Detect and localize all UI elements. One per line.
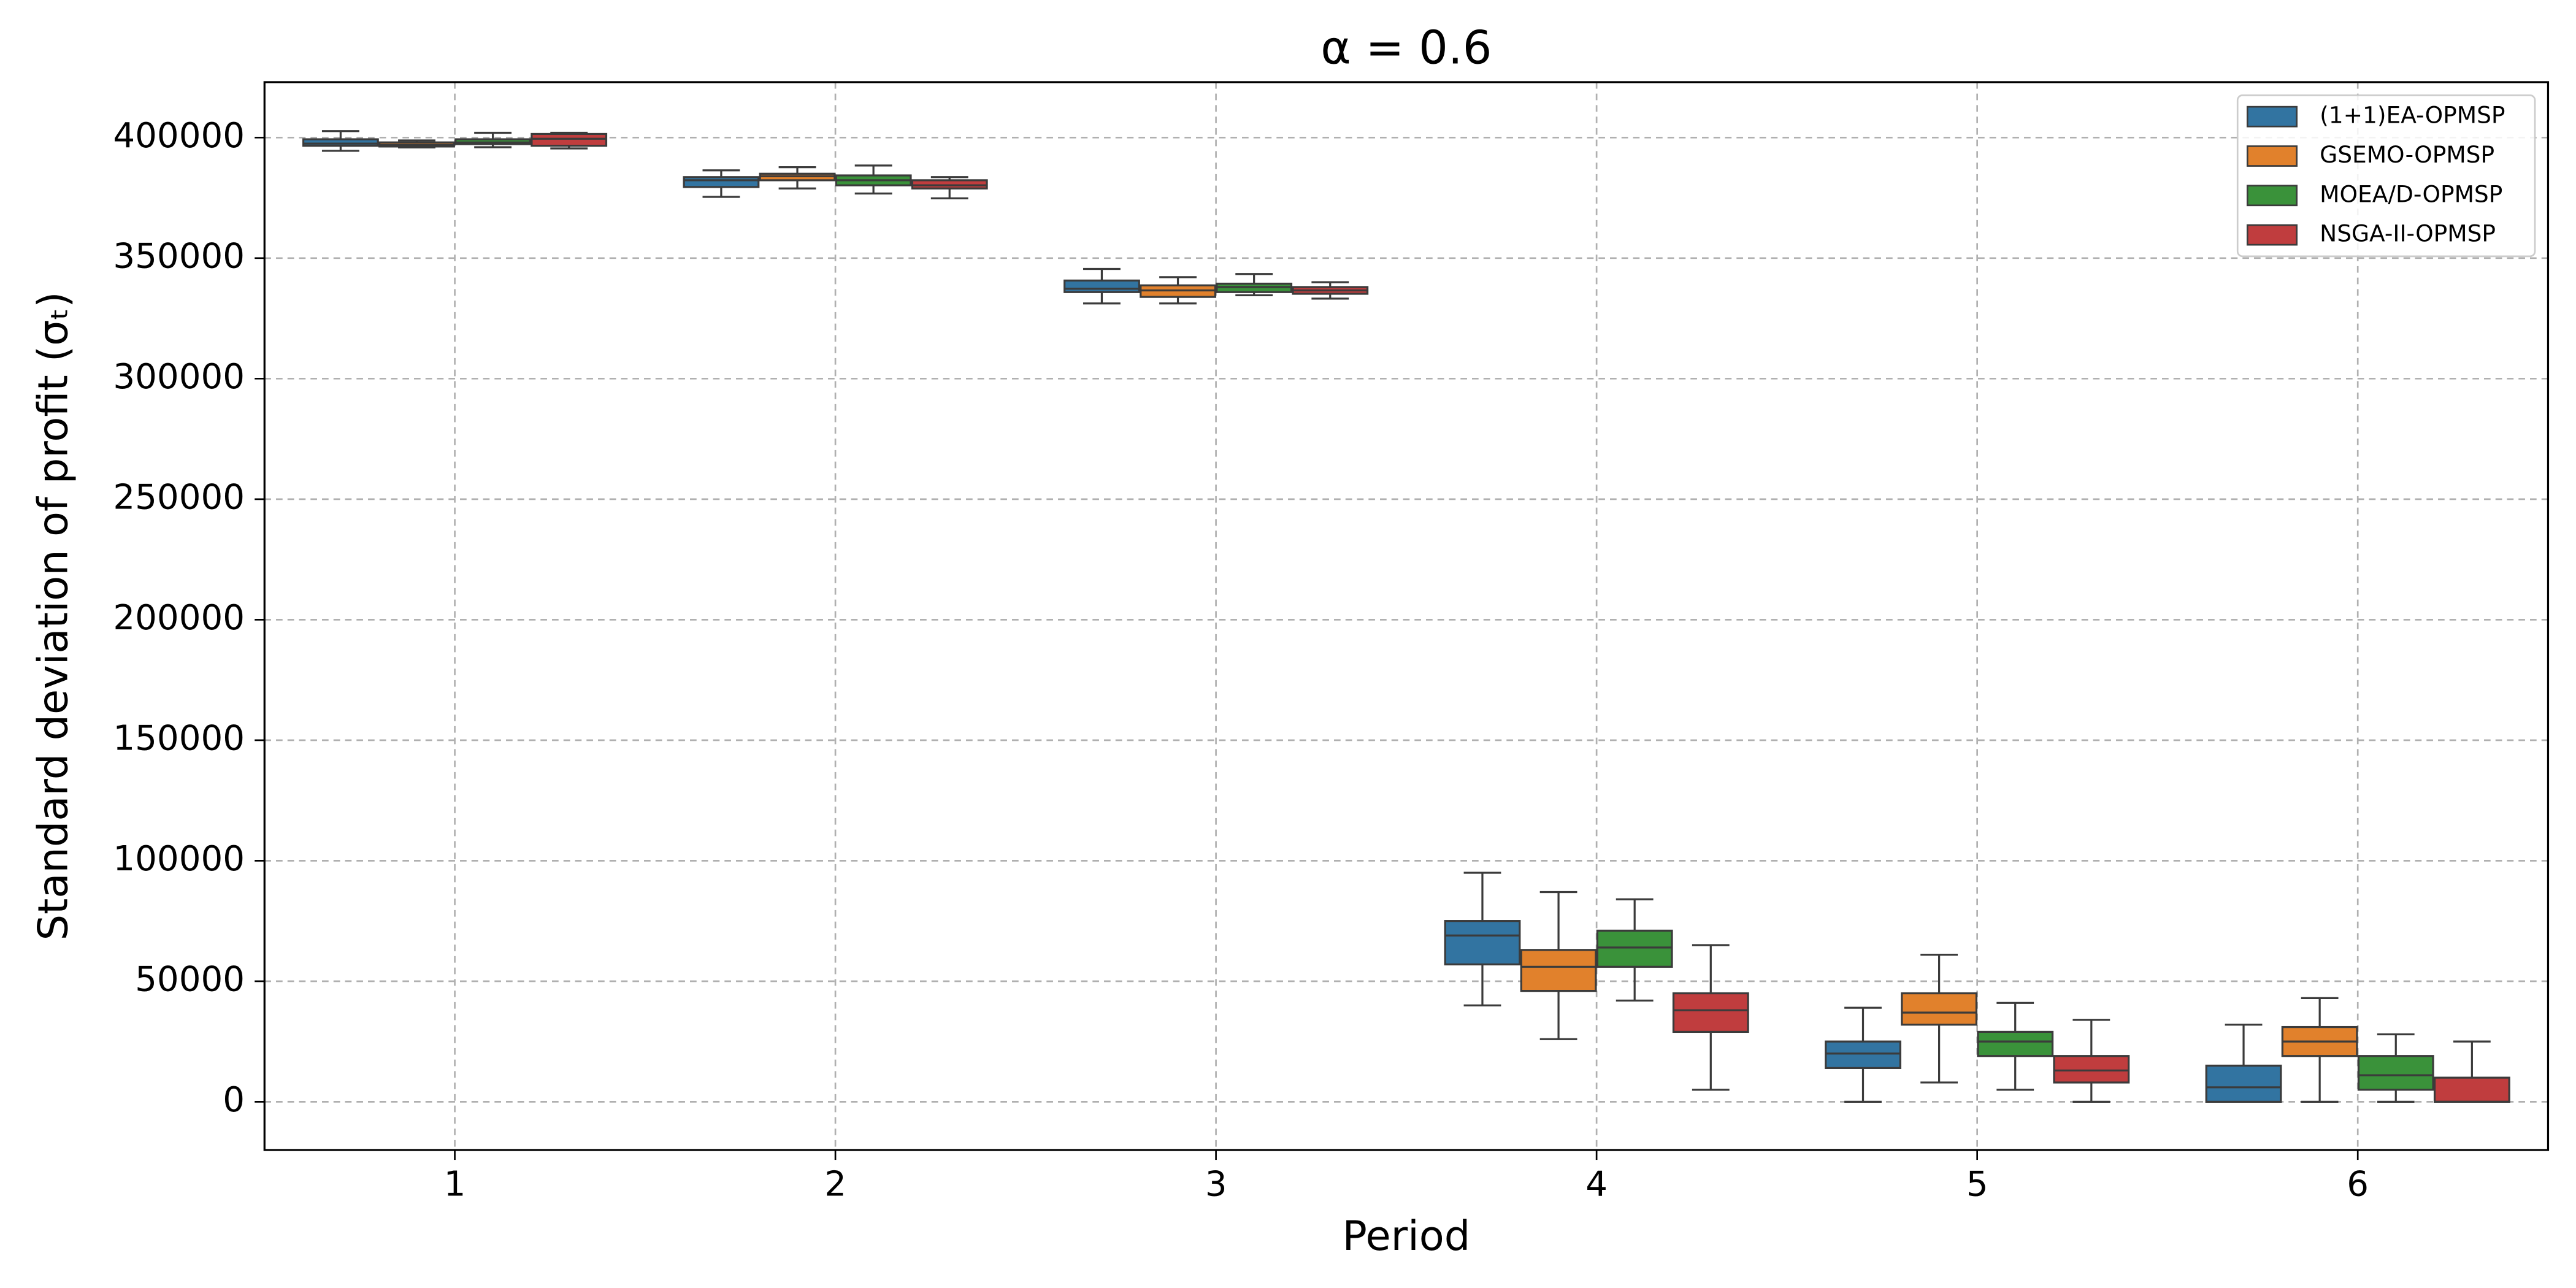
y-tick-label: 100000 xyxy=(113,839,245,879)
legend-label: NSGA-II-OPMSP xyxy=(2320,220,2496,247)
box xyxy=(302,138,379,147)
box xyxy=(1444,920,1521,965)
legend-frame xyxy=(2236,94,2536,258)
y-tick-label: 300000 xyxy=(113,357,245,397)
box xyxy=(2053,1055,2130,1084)
x-tick-label: 4 xyxy=(1585,1165,1608,1205)
box xyxy=(1596,929,1673,968)
box xyxy=(1064,279,1140,293)
box xyxy=(2357,1055,2434,1091)
y-tick-label: 0 xyxy=(223,1080,245,1120)
legend-swatch xyxy=(2246,185,2298,207)
legend-swatch xyxy=(2246,224,2298,246)
legend-swatch xyxy=(2246,105,2298,128)
box xyxy=(2205,1064,2282,1103)
legend-label: GSEMO-OPMSP xyxy=(2320,141,2494,168)
box xyxy=(1672,992,1749,1033)
plot-frame xyxy=(263,81,2550,1151)
y-tick-label: 50000 xyxy=(135,960,245,1000)
box xyxy=(1977,1030,2054,1057)
y-tick-label: 350000 xyxy=(113,236,245,276)
box xyxy=(1825,1040,1901,1069)
x-axis-label: Period xyxy=(1342,1212,1470,1260)
y-tick-label: 150000 xyxy=(113,718,245,758)
legend-label: (1+1)EA-OPMSP xyxy=(2320,102,2505,129)
legend-label: MOEA/D-OPMSP xyxy=(2320,180,2502,207)
y-axis-label: Standard deviation of profit (σₜ) xyxy=(29,292,77,941)
chart-title: α = 0.6 xyxy=(1321,21,1492,75)
x-tick-label: 6 xyxy=(2347,1165,2369,1205)
box xyxy=(683,176,760,188)
x-tick-label: 1 xyxy=(444,1165,466,1205)
x-tick-label: 3 xyxy=(1205,1165,1227,1205)
x-tick-label: 2 xyxy=(824,1165,846,1205)
box xyxy=(1901,992,1978,1026)
legend-swatch xyxy=(2246,145,2298,167)
box xyxy=(1520,949,1597,992)
y-tick-label: 200000 xyxy=(113,598,245,638)
x-tick-label: 5 xyxy=(1966,1165,1988,1205)
y-tick-label: 250000 xyxy=(113,477,245,517)
box xyxy=(531,132,608,147)
y-tick-label: 400000 xyxy=(113,116,245,156)
box xyxy=(2433,1076,2510,1103)
